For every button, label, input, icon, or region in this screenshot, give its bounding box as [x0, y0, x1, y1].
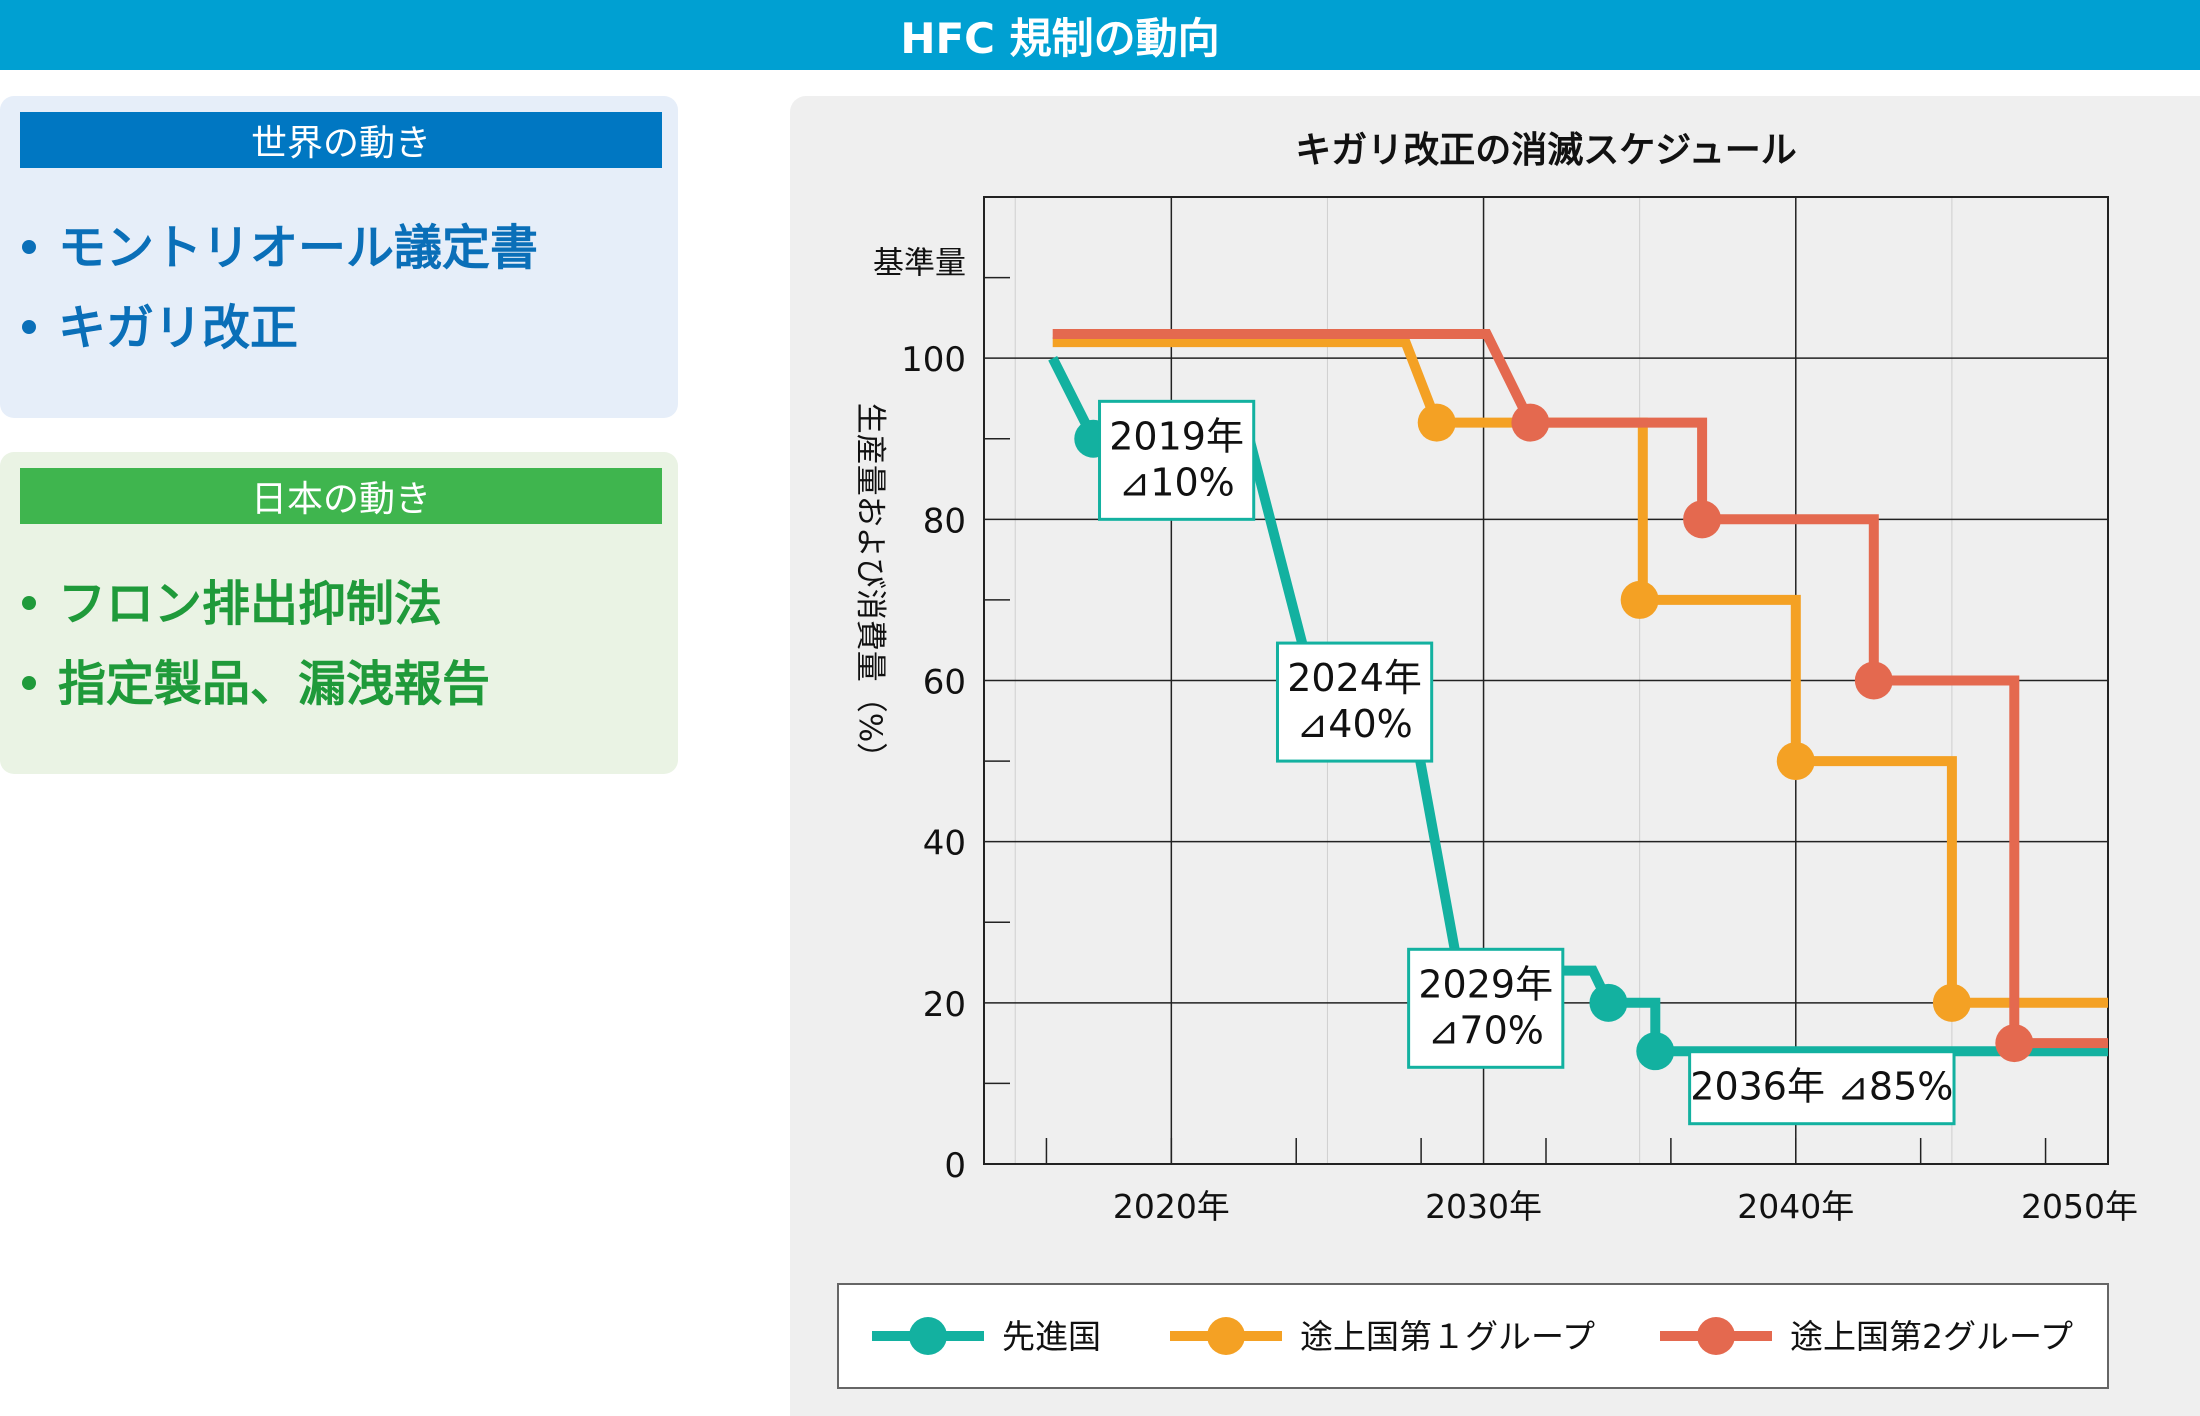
callout-box	[1098, 399, 1256, 521]
y-tick-label: 40	[923, 824, 966, 864]
series-marker-2	[1620, 580, 1659, 619]
world-item: キガリ改正	[22, 288, 538, 368]
series-marker-3	[1511, 403, 1550, 442]
world-card: 世界の動き モントリオール議定書 キガリ改正	[0, 96, 678, 418]
page-title: HFC 規制の動向	[900, 13, 1220, 63]
y-tick-label: 60	[923, 663, 966, 703]
x-tick-label: 2020年	[1113, 1187, 1230, 1226]
japan-heading: 日本の動き	[20, 468, 662, 524]
series-marker-2	[1417, 403, 1456, 442]
callout-text: ⊿40%	[1296, 702, 1412, 746]
phase-down-chart: キガリ改正の消滅スケジュール 0 20 40 60 80 100 2020年 2030年 2040…	[837, 130, 2138, 1389]
series-marker-1	[1636, 1032, 1675, 1071]
world-list: モントリオール議定書 キガリ改正	[22, 208, 538, 368]
x-tick-label: 2050年	[2021, 1187, 2138, 1226]
japan-card: 日本の動き フロン排出抑制法 指定製品、漏洩報告	[0, 452, 678, 774]
y-axis-label: 生産量および消費量（%）	[852, 403, 888, 773]
japan-list: フロン排出抑制法 指定製品、漏洩報告	[22, 564, 490, 724]
legend-swatch-marker	[909, 1317, 947, 1355]
y-tick-label: 80	[923, 501, 966, 541]
bullet-icon	[22, 240, 36, 254]
callout-text: ⊿10%	[1118, 460, 1234, 504]
callout-text: 2024年	[1287, 656, 1422, 700]
y-tick-label: 100	[901, 340, 966, 380]
callout-text: 2029年	[1418, 962, 1553, 1006]
world-heading: 世界の動き	[20, 112, 662, 168]
chart-panel	[790, 96, 2200, 1416]
series-line-3	[1052, 329, 2108, 1049]
series-marker-3	[1683, 500, 1722, 539]
callout-text: 2019年	[1109, 414, 1244, 458]
series-marker-3	[1995, 1024, 2034, 1063]
series-marker-2	[1776, 742, 1815, 781]
x-tick-label: 2030年	[1425, 1187, 1542, 1226]
callout-text: 2036年 ⊿85%	[1690, 1065, 1953, 1109]
bullet-icon	[22, 596, 36, 610]
series-marker-1	[1589, 983, 1628, 1022]
series-marker-2	[1932, 983, 1971, 1022]
page-header: HFC 規制の動向	[0, 0, 2200, 70]
legend-swatch-marker	[1207, 1317, 1245, 1355]
series-marker-3	[1854, 661, 1893, 700]
chart-title: キガリ改正の消滅スケジュール	[1295, 130, 1796, 171]
y-tick-label: 20	[923, 985, 966, 1025]
world-item: モントリオール議定書	[22, 208, 538, 288]
bullet-icon	[22, 320, 36, 334]
japan-item: フロン排出抑制法	[22, 564, 490, 644]
callout-text: ⊿70%	[1428, 1008, 1544, 1052]
legend-swatch-marker	[1697, 1317, 1735, 1355]
japan-item: 指定製品、漏洩報告	[22, 644, 490, 724]
callout-box	[1275, 641, 1434, 763]
y-tick-label: 0	[944, 1146, 966, 1186]
callout-box	[1407, 947, 1565, 1069]
baseline-label: 基準量	[873, 245, 966, 281]
legend-label: 途上国第2グループ	[1790, 1317, 2073, 1356]
bullet-icon	[22, 676, 36, 690]
legend-box	[837, 1283, 2109, 1389]
x-tick-label: 2040年	[1737, 1187, 1854, 1226]
callout-box	[1688, 1050, 1956, 1126]
legend-label: 途上国第１グループ	[1300, 1317, 1595, 1356]
legend-label: 先進国	[1002, 1317, 1101, 1356]
